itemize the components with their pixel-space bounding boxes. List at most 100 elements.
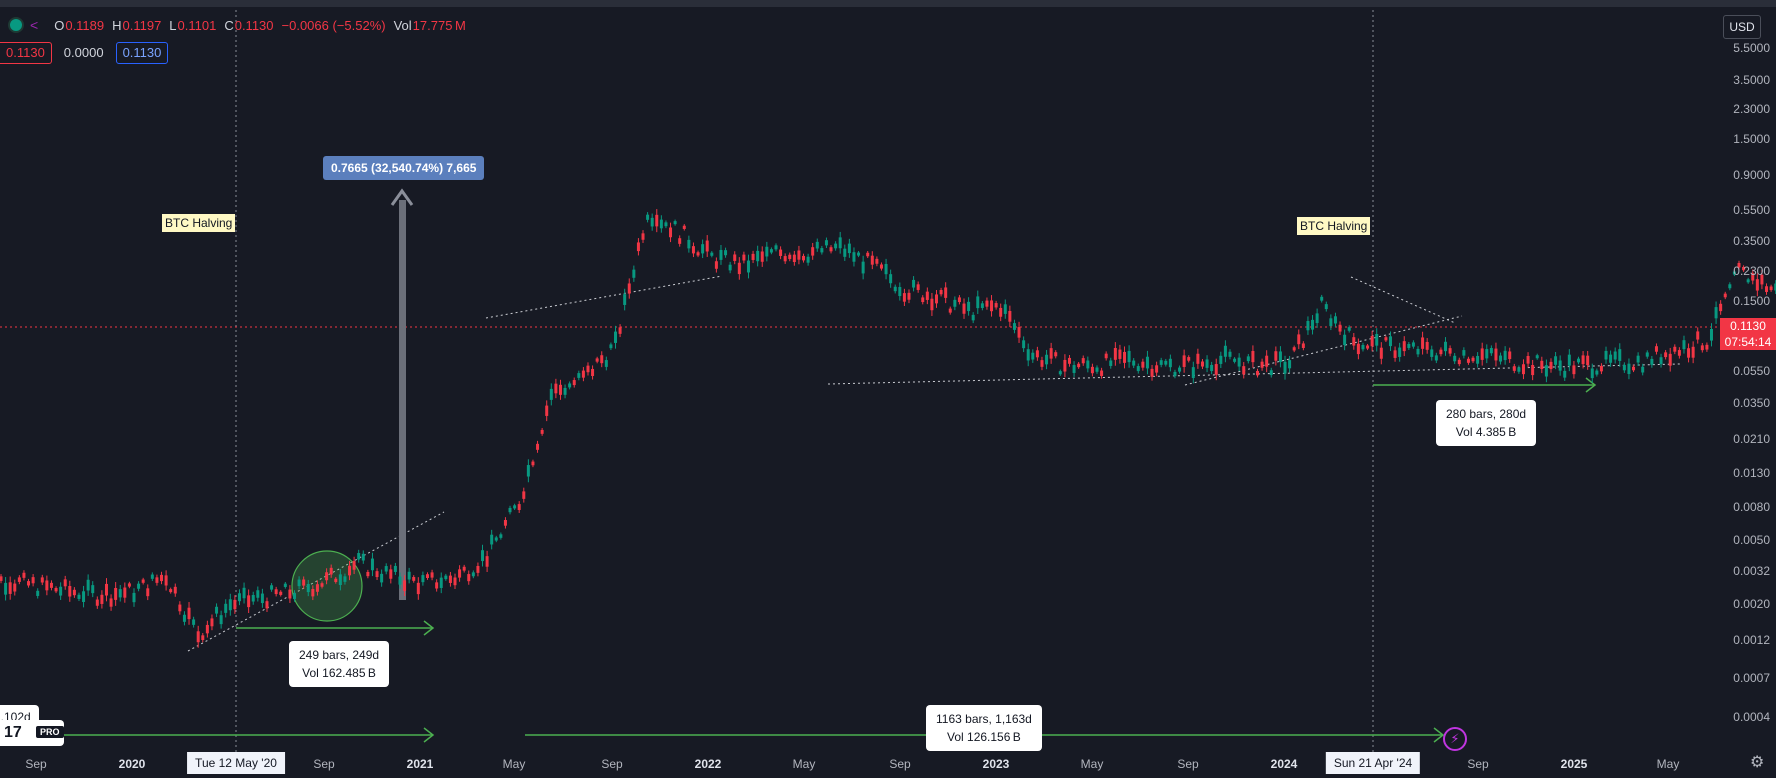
price-candle-body bbox=[618, 327, 622, 334]
price-candle-body bbox=[260, 593, 264, 604]
price-axis-tick: 0.0004 bbox=[1733, 710, 1770, 724]
price-candle-body bbox=[655, 214, 659, 227]
price-candle-body bbox=[1434, 355, 1438, 361]
price-candle-body bbox=[572, 380, 576, 386]
price-candle-body bbox=[912, 279, 916, 288]
price-candle-body bbox=[1315, 313, 1319, 324]
halving-label-2[interactable]: BTC Halving bbox=[1297, 217, 1371, 235]
price-candle-body bbox=[1003, 304, 1007, 314]
share-icon[interactable]: < bbox=[30, 17, 39, 33]
price-candle-body bbox=[861, 261, 865, 274]
currency-button[interactable]: USD bbox=[1723, 15, 1761, 39]
price-candle-body bbox=[77, 594, 81, 599]
price-axis-tick: 0.9000 bbox=[1733, 168, 1770, 183]
price-candle-body bbox=[100, 594, 104, 604]
price-candle-body bbox=[1462, 350, 1466, 356]
price-candle-body bbox=[297, 579, 301, 587]
price-candle-body bbox=[1329, 318, 1333, 327]
price-candle-body bbox=[1164, 360, 1168, 365]
price-candle-body bbox=[563, 387, 567, 395]
price-candle-body bbox=[1026, 349, 1030, 361]
price-candle-body bbox=[27, 581, 31, 586]
price-candle-body bbox=[925, 291, 929, 300]
price-candle-body bbox=[811, 247, 815, 256]
price-candle-body bbox=[1366, 345, 1370, 349]
time-axis-tick: 2024 bbox=[1270, 757, 1298, 771]
price-candle-body bbox=[169, 589, 173, 593]
price-candle-body bbox=[971, 314, 975, 321]
price-axis-tick: 0.0050 bbox=[1733, 532, 1770, 547]
status-dot-icon[interactable] bbox=[8, 17, 24, 33]
halving-label-1[interactable]: BTC Halving bbox=[162, 214, 236, 232]
price-candle-body bbox=[788, 254, 792, 260]
indicator-chip-blue[interactable]: 0.1130 bbox=[115, 42, 169, 64]
price-candle-body bbox=[31, 577, 35, 584]
price-candle-body bbox=[513, 505, 517, 509]
price-candle-body bbox=[1746, 279, 1750, 283]
price-candle-body bbox=[705, 240, 709, 252]
price-candle-body bbox=[1572, 365, 1576, 375]
indicator-chip-red[interactable]: 0.1130 bbox=[0, 42, 52, 64]
measure-box-1[interactable]: 249 bars, 249d Vol 162.485 B bbox=[289, 641, 390, 687]
measure-box-3[interactable]: 1163 bars, 1,163d Vol 126.156 B bbox=[926, 705, 1042, 751]
time-axis-tick: Sep bbox=[25, 757, 47, 771]
price-candle-body bbox=[1109, 360, 1113, 366]
price-candle-body bbox=[669, 227, 673, 238]
price-axis-tick: 0.0550 bbox=[1733, 364, 1770, 379]
price-candle-body bbox=[1765, 286, 1769, 292]
crosshair-date-label-2: Sun 21 Apr '24 bbox=[1325, 752, 1421, 774]
price-candle-body bbox=[1260, 361, 1264, 368]
price-candle-body bbox=[907, 292, 911, 300]
price-candle-body bbox=[1237, 357, 1241, 367]
price-candle-body bbox=[760, 251, 764, 262]
open-value: 0.1189 bbox=[65, 17, 105, 33]
price-candle-body bbox=[425, 574, 429, 578]
price-candle-body bbox=[1590, 368, 1594, 379]
price-candle-body bbox=[315, 584, 319, 592]
price-axis-tick: 5.5000 bbox=[1733, 41, 1770, 55]
price-candle-body bbox=[967, 301, 971, 312]
price-candle-body bbox=[293, 593, 296, 599]
measure-arrowhead-2 bbox=[1585, 377, 1597, 393]
price-candle-body bbox=[237, 593, 241, 602]
price-candle-body bbox=[824, 240, 828, 246]
trend-line-5 bbox=[1350, 276, 1456, 324]
price-candle-body bbox=[242, 587, 246, 599]
price-candle-body bbox=[976, 296, 980, 309]
trend-line-1 bbox=[187, 511, 445, 652]
price-candle-body bbox=[531, 461, 535, 466]
price-candle-body bbox=[673, 221, 677, 225]
time-axis-tick: 2022 bbox=[694, 757, 722, 771]
price-candle-body bbox=[751, 253, 755, 260]
measure-box-2[interactable]: 280 bars, 280d Vol 4.385 B bbox=[1436, 400, 1537, 446]
price-candle-body bbox=[462, 566, 466, 571]
last-price-value: 0.1130 bbox=[1730, 319, 1766, 333]
price-candle-body bbox=[1687, 348, 1691, 358]
settings-gear-icon[interactable]: ⚙ bbox=[1750, 754, 1765, 771]
price-candle-body bbox=[1306, 321, 1310, 331]
price-candle-body bbox=[228, 599, 232, 611]
price-candle-body bbox=[765, 246, 769, 257]
price-candle-body bbox=[1416, 348, 1420, 355]
price-candle-body bbox=[957, 297, 961, 303]
price-candle-body bbox=[783, 256, 787, 262]
price-candle-body bbox=[558, 384, 562, 395]
price-candle-body bbox=[1755, 279, 1759, 291]
price-candle-body bbox=[439, 577, 443, 588]
price-candle-body bbox=[980, 303, 984, 308]
price-candle-body bbox=[219, 615, 223, 625]
tradingview-logo[interactable]: 17 PRO bbox=[0, 720, 64, 746]
lightning-icon[interactable]: ⚡ bbox=[1443, 727, 1467, 751]
price-candle-body bbox=[687, 239, 691, 249]
price-candle-body bbox=[1604, 350, 1608, 360]
price-candle-body bbox=[1558, 360, 1562, 371]
price-candle-body bbox=[256, 590, 260, 598]
price-range-label[interactable]: 0.7665 (32,540.74%) 7,665 bbox=[323, 156, 485, 180]
price-candle-body bbox=[132, 592, 136, 603]
price-candle-body bbox=[1265, 355, 1269, 367]
time-axis-tick: 2021 bbox=[406, 757, 434, 771]
price-candle-body bbox=[1095, 367, 1099, 372]
price-candle-body bbox=[691, 246, 695, 254]
time-axis-tick: Sep bbox=[1467, 757, 1489, 771]
